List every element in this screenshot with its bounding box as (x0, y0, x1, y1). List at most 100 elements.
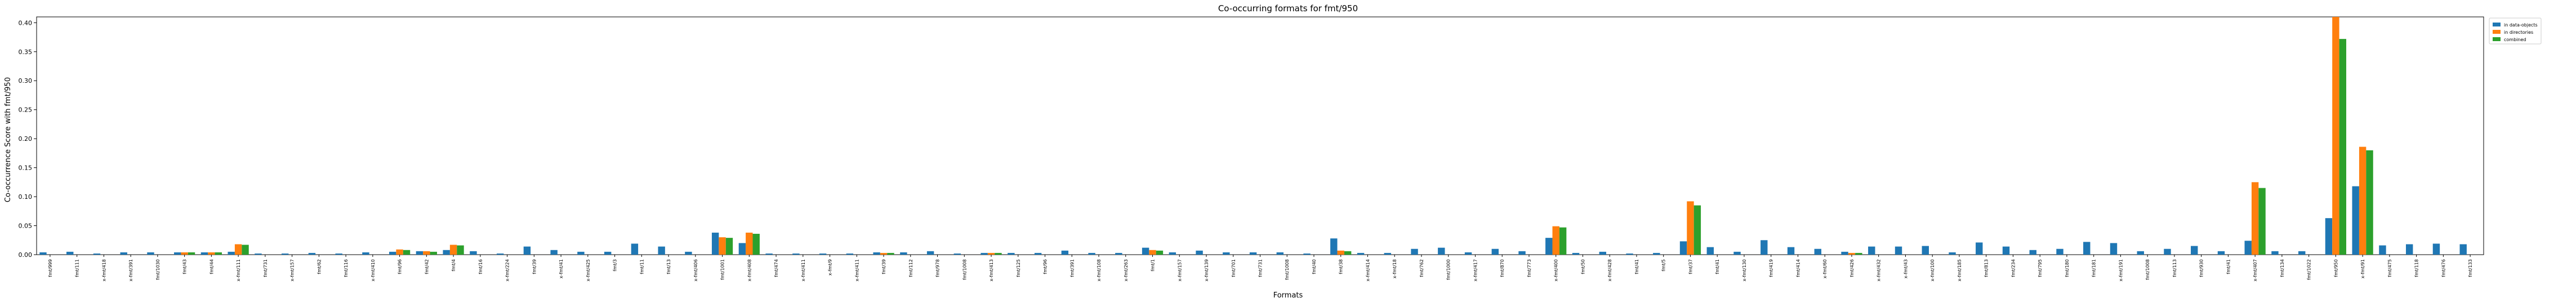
legend-label: in data-objects (2504, 23, 2538, 28)
x-tick-label: fmt/16 (478, 259, 483, 274)
legend-box (2489, 17, 2542, 45)
bar (470, 251, 477, 255)
bar (725, 238, 733, 255)
x-tick-label: fmt/50 (1580, 259, 1585, 274)
x-tick-label: x-fmt/108 (1097, 259, 1102, 281)
x-tick-label: fmt/13 (666, 259, 671, 274)
bar (1196, 250, 1203, 255)
bar (1330, 238, 1338, 255)
x-tick-label: fmt/762 (1419, 259, 1424, 277)
x-tick-label: x-fmt/185 (1957, 259, 1962, 281)
x-tick-label: fmt/11 (639, 259, 644, 274)
bar (880, 252, 888, 255)
bar (746, 232, 753, 255)
bar (523, 246, 531, 255)
x-tick-label: x-fmt/130 (1742, 259, 1747, 281)
legend-swatch (2493, 23, 2501, 26)
bar (443, 250, 450, 255)
x-tick-label: fmt/1030 (155, 259, 161, 280)
bar (926, 251, 934, 255)
bar (242, 245, 249, 255)
bar (2339, 39, 2347, 255)
x-tick-label: fmt/999 (48, 259, 53, 277)
x-tick-label: x-fmt/410 (371, 259, 376, 281)
x-tick-label: x-fmt/157 (290, 259, 295, 281)
bar (403, 250, 411, 255)
legend-swatch (2493, 30, 2501, 34)
x-tick-label: fmt/419 (1769, 259, 1774, 277)
bar (173, 252, 181, 255)
bar (1438, 247, 1445, 255)
y-tick-label: 0.40 (19, 19, 33, 26)
x-tick-label: x-fmt/224 (505, 259, 510, 281)
x-tick-label: fmt/113 (2172, 259, 2177, 277)
bar (255, 253, 262, 255)
x-tick-label: fmt/118 (2414, 259, 2419, 277)
bar (819, 253, 827, 255)
bar (2083, 242, 2091, 255)
x-tick-label: fmt/37 (1688, 259, 1693, 274)
x-tick-label: fmt/475 (2387, 259, 2392, 277)
legend: in data-objects in directories combined (2489, 17, 2542, 45)
x-tick-label: fmt/3 (613, 259, 618, 272)
x-tick-label: x-fmt/391 (128, 259, 133, 281)
bar (685, 251, 692, 255)
bar (1841, 251, 1848, 255)
bar (1491, 248, 1499, 255)
bar (2459, 244, 2467, 255)
legend-swatch (2493, 37, 2501, 41)
x-tick-label: x-fmt/157 (1177, 259, 1182, 281)
bar (719, 237, 726, 255)
bar (1034, 252, 1042, 255)
bar (953, 253, 961, 255)
bar (1814, 248, 1821, 255)
bar (208, 252, 215, 255)
bar (1384, 252, 1392, 255)
bar (846, 253, 854, 255)
bar (215, 252, 222, 255)
bar (1223, 252, 1230, 255)
bar (147, 252, 154, 255)
x-tick-label: fmt/474 (774, 259, 779, 277)
x-tick-label: x-fmt/41 (559, 259, 564, 278)
bar (2244, 241, 2252, 255)
bar (2258, 188, 2266, 255)
bar (2251, 182, 2259, 255)
legend-label: in directories (2504, 30, 2533, 35)
x-tick-label: fmt/180 (2065, 259, 2070, 277)
bar (2432, 243, 2440, 255)
bar (1008, 252, 1015, 255)
x-tick-label: x-fmt/428 (1607, 259, 1612, 281)
bar (362, 252, 369, 255)
bar (308, 252, 316, 255)
x-tick-label: x-fmt/413 (989, 259, 994, 281)
bar (1733, 251, 1741, 255)
x-tick-label: fmt/1000 (1446, 259, 1451, 280)
y-tick-label: 0.30 (19, 77, 33, 85)
bar (1518, 251, 1526, 255)
bar (66, 251, 74, 255)
bar (1653, 252, 1660, 255)
x-tick-label: fmt/426 (1849, 259, 1855, 277)
bar (1706, 247, 1714, 255)
bar (389, 251, 396, 255)
bar (1303, 253, 1311, 255)
bar (711, 232, 719, 255)
x-tick-label: fmt/1001 (720, 259, 725, 280)
x-tick-label: x-fmt/139 (1204, 259, 1209, 281)
bar (200, 252, 208, 255)
bar (335, 253, 342, 255)
x-tick-label: fmt/813 (1984, 259, 1989, 277)
bar (658, 246, 665, 255)
bar (1626, 253, 1633, 255)
bar (1949, 252, 1956, 255)
bar (1169, 252, 1176, 255)
bar (1276, 252, 1284, 255)
y-tick-label: 0.25 (19, 106, 33, 114)
bar (496, 253, 504, 255)
bar (2366, 150, 2373, 255)
bar (396, 249, 403, 255)
bar (423, 251, 430, 255)
x-tick-label: fmt/44 (209, 259, 214, 274)
y-tick-label: 0.00 (19, 251, 33, 259)
